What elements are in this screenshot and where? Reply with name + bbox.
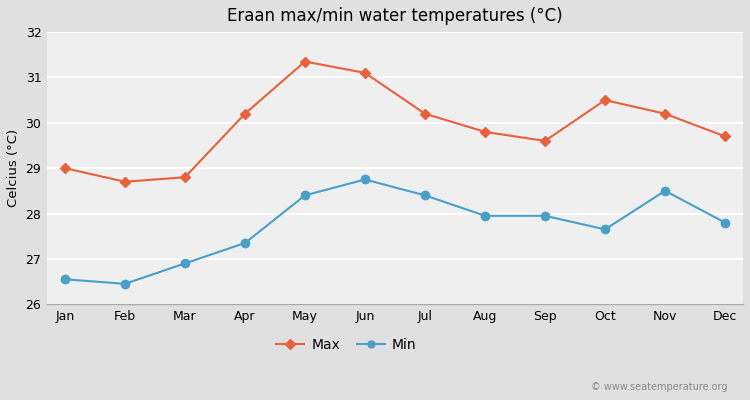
Max [601, 98, 610, 102]
Min [421, 193, 430, 198]
Max [541, 138, 550, 143]
Min [61, 277, 70, 282]
Line: Min: Min [61, 175, 729, 288]
Max [301, 59, 310, 64]
Text: © www.seatemperature.org: © www.seatemperature.org [591, 382, 728, 392]
Min [541, 213, 550, 218]
Max [481, 130, 490, 134]
Max [181, 175, 190, 180]
Min [301, 193, 310, 198]
Min [121, 282, 130, 286]
Max [721, 134, 730, 139]
Max [661, 111, 670, 116]
Min [481, 213, 490, 218]
Min [361, 177, 370, 182]
Y-axis label: Celcius (°C): Celcius (°C) [7, 129, 20, 207]
Min [721, 220, 730, 225]
Max [61, 166, 70, 170]
Max [421, 111, 430, 116]
Title: Eraan max/min water temperatures (°C): Eraan max/min water temperatures (°C) [227, 7, 562, 25]
Max [121, 179, 130, 184]
Max [361, 70, 370, 75]
Min [661, 188, 670, 193]
Min [601, 227, 610, 232]
Max [241, 111, 250, 116]
Min [241, 240, 250, 245]
Line: Max: Max [62, 58, 728, 185]
Min [181, 261, 190, 266]
Legend: Max, Min: Max, Min [271, 332, 422, 357]
